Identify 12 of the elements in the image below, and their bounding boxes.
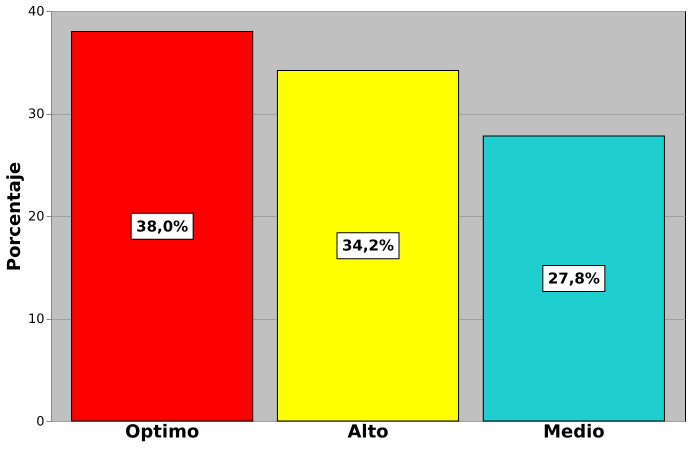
data-label: 38,0% [136, 217, 188, 236]
x-tick-label: Medio [543, 422, 605, 442]
y-tick-label: 0 [36, 414, 44, 430]
y-tick-label: 20 [28, 210, 44, 224]
data-label: 27,8% [548, 270, 600, 288]
data-label: 34,2% [342, 236, 394, 255]
x-tick-label: Alto [347, 422, 389, 442]
x-tick-label: Optimo [125, 422, 200, 442]
y-axis-title: Porcentaje [4, 162, 25, 272]
y-tick-label: 10 [28, 312, 44, 327]
y-tick-label: 40 [28, 4, 44, 20]
y-tick-label: 30 [28, 107, 44, 122]
